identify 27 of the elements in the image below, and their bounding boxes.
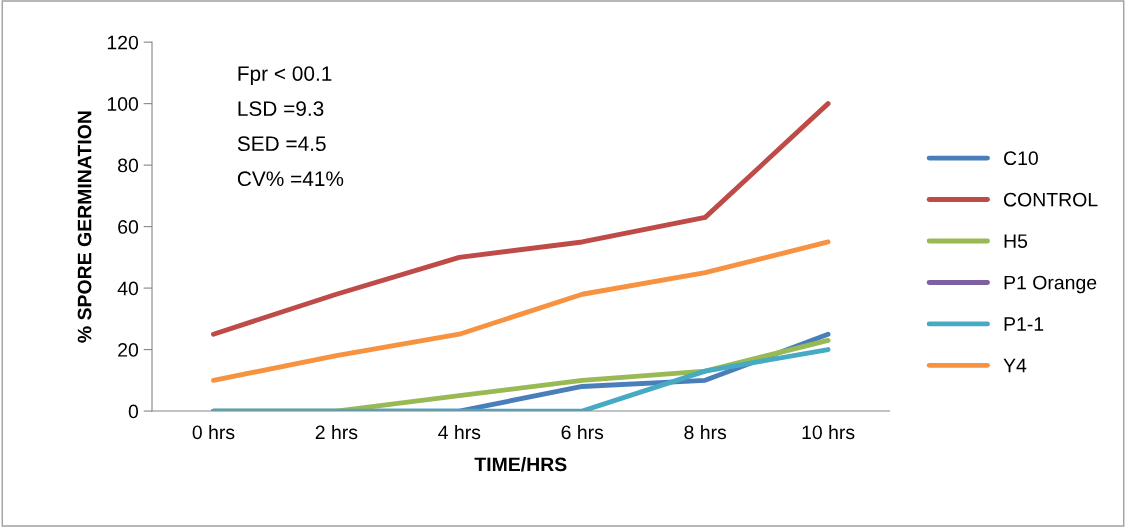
y-axis-title: % SPORE GERMINATION xyxy=(77,111,92,343)
annotation: Fpr < 00.1 xyxy=(238,66,332,86)
legend-label: C10 xyxy=(1004,151,1038,166)
x-tick-label: 6 hrs xyxy=(561,424,604,440)
y-tick-label: 0 xyxy=(128,404,139,419)
x-tick-label: 4 hrs xyxy=(438,424,481,440)
annotation: CV% =41% xyxy=(237,171,344,187)
x-tick-label: 8 hrs xyxy=(684,424,727,440)
annotation: LSD =9.3 xyxy=(238,101,324,116)
x-tick-label: 10 hrs xyxy=(802,424,855,440)
line-series xyxy=(211,239,831,383)
y-tick-label: 80 xyxy=(118,158,139,173)
legend-label: CONTROL xyxy=(1004,192,1098,207)
legend-label: P1-1 xyxy=(1004,317,1044,331)
line-series xyxy=(211,101,831,337)
legend-label: Y4 xyxy=(1003,358,1027,373)
x-axis-title: TIME/HRS xyxy=(474,456,567,472)
y-tick-label: 100 xyxy=(107,97,139,111)
y-tick-label: 60 xyxy=(118,220,139,234)
legend-label: H5 xyxy=(1004,234,1028,248)
x-tick-label: 2 hrs xyxy=(315,424,358,440)
y-tick-label: 120 xyxy=(107,35,139,50)
y-tick-label: 40 xyxy=(117,281,139,296)
annotation: SED =4.5 xyxy=(237,136,326,152)
x-tick-label: 0 hrs xyxy=(192,424,235,440)
y-tick-label: 20 xyxy=(118,343,139,357)
legend-label: P1 Orange xyxy=(1004,275,1097,294)
